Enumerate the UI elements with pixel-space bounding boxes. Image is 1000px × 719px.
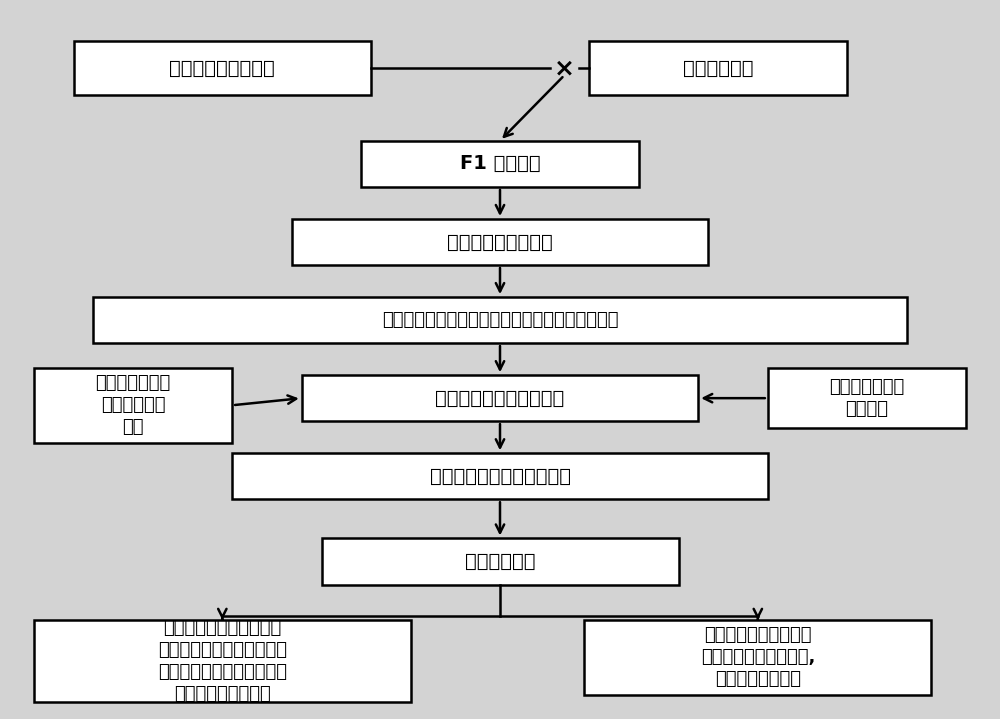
Text: F1 杂交种子: F1 杂交种子: [460, 155, 540, 173]
Text: 测交后代部分或全部出现
全不育、无显性性状表现、
为正常二倍体或四倍体、形
态与不育株完全相同: 测交后代部分或全部出现 全不育、无显性性状表现、 为正常二倍体或四倍体、形 态与…: [158, 618, 287, 703]
FancyBboxPatch shape: [361, 141, 639, 187]
Text: 选择显性六、八倍体植株: 选择显性六、八倍体植株: [435, 389, 565, 408]
FancyBboxPatch shape: [34, 620, 411, 702]
Text: 人工诱导染色体加倍: 人工诱导染色体加倍: [447, 232, 553, 252]
Text: 测交后代鉴定: 测交后代鉴定: [465, 552, 535, 571]
FancyBboxPatch shape: [302, 375, 698, 421]
Text: 六、八倍体植株
非诱导系: 六、八倍体植株 非诱导系: [829, 378, 905, 418]
FancyBboxPatch shape: [74, 42, 371, 95]
FancyBboxPatch shape: [292, 219, 708, 265]
FancyBboxPatch shape: [589, 42, 847, 95]
FancyBboxPatch shape: [34, 368, 232, 442]
Text: 加倍后代流式细胞仪或根尖染色体鉴定染色体倍性: 加倍后代流式细胞仪或根尖染色体鉴定染色体倍性: [382, 311, 618, 329]
Text: 与质不育或核不育单株测交: 与质不育或核不育单株测交: [430, 467, 570, 486]
Text: 显性性状油菜: 显性性状油菜: [683, 58, 753, 78]
Text: ×: ×: [554, 56, 575, 80]
Text: 孤雌生殖早代稳定系: 孤雌生殖早代稳定系: [169, 58, 275, 78]
FancyBboxPatch shape: [232, 453, 768, 499]
FancyBboxPatch shape: [322, 539, 678, 585]
Text: 六、八倍体植株
为双单倍体诱
导系: 六、八倍体植株 为双单倍体诱 导系: [95, 374, 171, 436]
FancyBboxPatch shape: [584, 620, 931, 695]
Text: 测交后代全表现显性性
状、非整倍体、六倍体,
形态与不育株不同: 测交后代全表现显性性 状、非整倍体、六倍体, 形态与不育株不同: [701, 626, 815, 689]
FancyBboxPatch shape: [768, 368, 966, 429]
FancyBboxPatch shape: [93, 297, 907, 343]
